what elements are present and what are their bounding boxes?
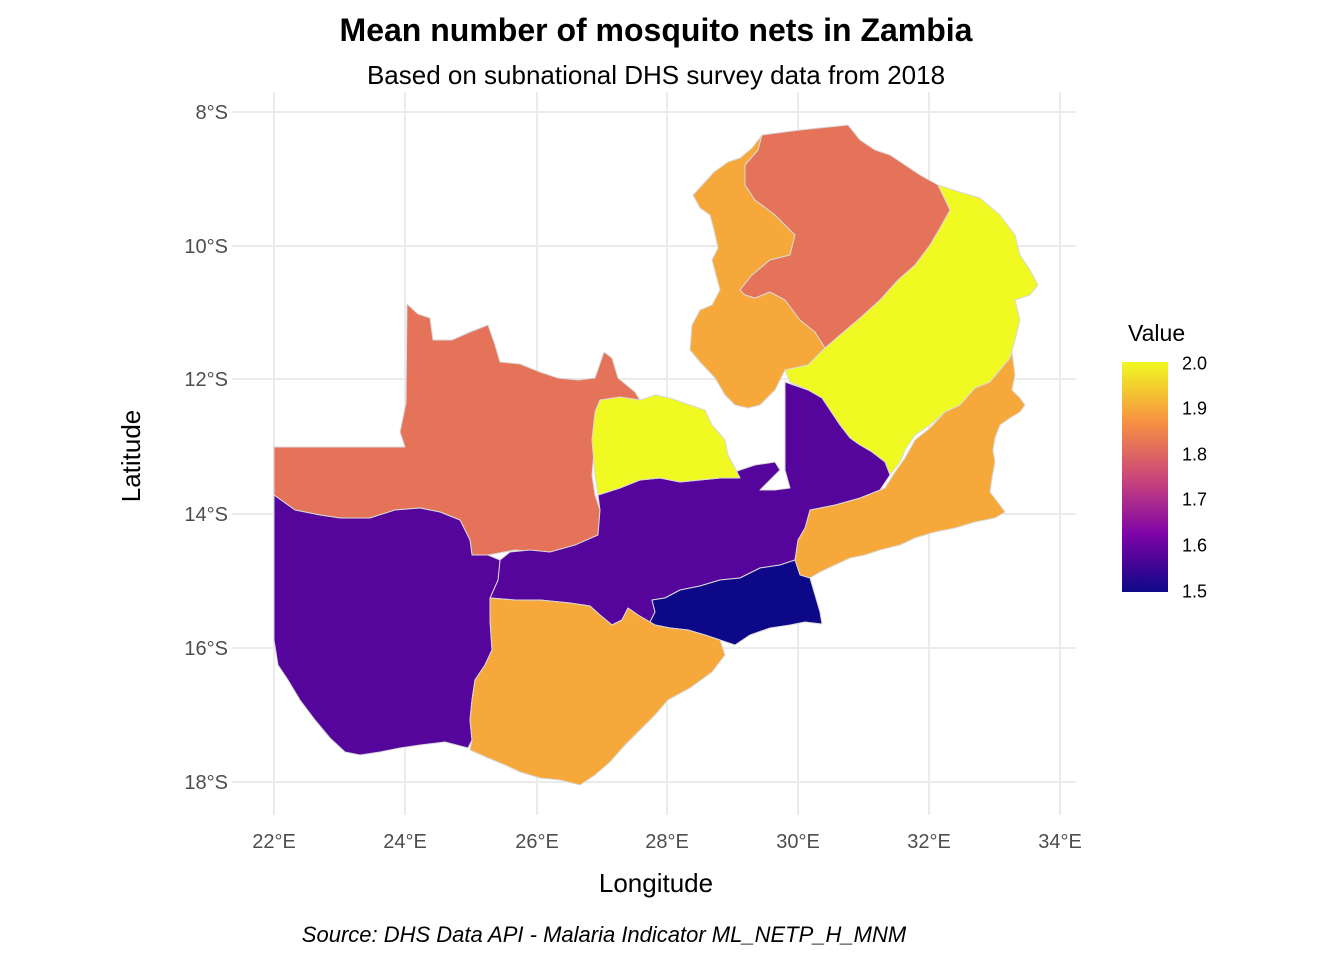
y-tick-label: 16°S: [184, 638, 228, 660]
legend-colorbar: [1122, 362, 1168, 592]
x-tick-label: 26°E: [515, 831, 559, 853]
map-region: [794, 351, 1026, 579]
map-regions: [273, 124, 1039, 786]
chart-title: Mean number of mosquito nets in Zambia: [339, 12, 973, 48]
y-tick-label: 12°S: [184, 369, 228, 391]
legend-label: 1.6: [1182, 535, 1208, 556]
x-tick-label: 24°E: [383, 831, 427, 853]
legend-title: Value: [1128, 320, 1186, 346]
x-tick-label: 30°E: [776, 831, 820, 853]
legend-label: 1.8: [1182, 444, 1208, 465]
y-axis-ticks: 8°S 10°S 12°S 14°S 16°S 18°S: [184, 102, 228, 794]
legend-label: 1.5: [1182, 581, 1208, 602]
x-tick-label: 34°E: [1038, 831, 1082, 853]
y-axis-title: Latitude: [116, 410, 146, 503]
x-tick-label: 32°E: [907, 831, 951, 853]
x-tick-label: 22°E: [252, 831, 296, 853]
legend-label: 1.9: [1182, 398, 1208, 419]
y-tick-label: 8°S: [196, 102, 228, 124]
map-region: [591, 394, 741, 496]
y-tick-label: 14°S: [184, 504, 228, 526]
y-tick-label: 18°S: [184, 772, 228, 794]
x-tick-label: 28°E: [645, 831, 689, 853]
source-caption: Source: DHS Data API - Malaria Indicator…: [301, 922, 907, 947]
x-axis-title: Longitude: [599, 868, 713, 898]
chart-subtitle: Based on subnational DHS survey data fro…: [366, 60, 946, 90]
x-axis-ticks: 22°E 24°E 26°E 28°E 30°E 32°E 34°E: [252, 831, 1082, 853]
legend-label: 1.7: [1182, 489, 1208, 510]
legend-label: 2.0: [1182, 353, 1208, 374]
map-region: [273, 494, 501, 756]
map-region: [469, 597, 726, 786]
map-region: [739, 124, 951, 349]
y-tick-label: 10°S: [184, 236, 228, 258]
